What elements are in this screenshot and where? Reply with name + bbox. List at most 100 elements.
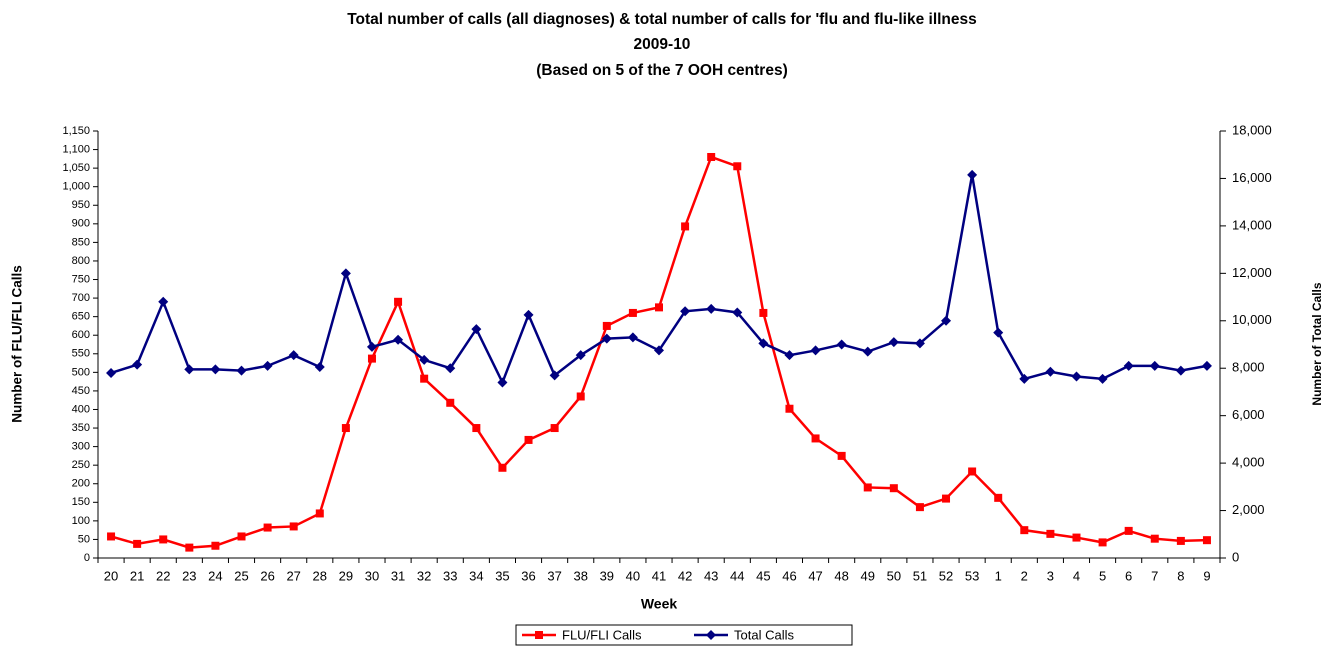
point-marker bbox=[446, 398, 455, 407]
y-tick-label: 1,150 bbox=[62, 125, 90, 137]
y2-tick-label: 18,000 bbox=[1232, 122, 1272, 137]
point-marker bbox=[133, 539, 142, 548]
x-tick-label: 27 bbox=[286, 568, 300, 583]
point-marker bbox=[340, 268, 351, 279]
y-tick-label: 300 bbox=[72, 441, 90, 453]
point-marker bbox=[784, 350, 795, 361]
point-marker bbox=[1019, 373, 1030, 384]
point-marker bbox=[237, 532, 246, 541]
y2-tick-label: 4,000 bbox=[1232, 455, 1265, 470]
point-marker bbox=[314, 362, 325, 373]
x-tick-label: 7 bbox=[1151, 568, 1158, 583]
y-tick-label: 0 bbox=[84, 552, 90, 564]
x-tick-label: 48 bbox=[834, 568, 848, 583]
point-marker bbox=[967, 169, 978, 180]
y-tick-label: 100 bbox=[72, 515, 90, 527]
point-marker bbox=[184, 364, 195, 375]
point-marker bbox=[1046, 529, 1055, 538]
point-marker bbox=[211, 541, 220, 550]
legend-marker bbox=[535, 631, 543, 639]
point-marker bbox=[159, 535, 168, 544]
y-tick-label: 350 bbox=[72, 422, 90, 434]
point-marker bbox=[420, 374, 429, 383]
x-tick-label: 41 bbox=[652, 568, 666, 583]
point-marker bbox=[263, 523, 272, 532]
y-tick-label: 50 bbox=[78, 533, 90, 545]
point-marker bbox=[1150, 534, 1159, 543]
point-marker bbox=[915, 503, 924, 512]
y2-tick-label: 6,000 bbox=[1232, 407, 1265, 422]
point-marker bbox=[1045, 366, 1056, 377]
point-marker bbox=[1072, 533, 1081, 542]
point-marker bbox=[288, 350, 299, 361]
x-tick-label: 8 bbox=[1177, 568, 1184, 583]
point-marker bbox=[863, 483, 872, 492]
x-tick-label: 44 bbox=[730, 568, 744, 583]
point-marker bbox=[498, 463, 507, 472]
point-marker bbox=[681, 222, 690, 231]
y2-tick-label: 14,000 bbox=[1232, 217, 1272, 232]
y-tick-label: 900 bbox=[72, 218, 90, 230]
point-marker bbox=[914, 338, 925, 349]
point-marker bbox=[132, 359, 143, 370]
chart-title: 2009-10 bbox=[634, 36, 691, 53]
point-marker bbox=[497, 377, 508, 388]
point-marker bbox=[158, 296, 169, 307]
point-marker bbox=[994, 493, 1003, 502]
point-marker bbox=[862, 346, 873, 357]
x-tick-label: 3 bbox=[1047, 568, 1054, 583]
point-marker bbox=[942, 494, 951, 503]
point-marker bbox=[888, 337, 899, 348]
x-tick-label: 9 bbox=[1203, 568, 1210, 583]
x-tick-label: 4 bbox=[1073, 568, 1080, 583]
point-marker bbox=[289, 522, 298, 531]
point-marker bbox=[524, 435, 533, 444]
point-marker bbox=[968, 467, 977, 476]
point-marker bbox=[1020, 526, 1029, 535]
x-tick-label: 2 bbox=[1021, 568, 1028, 583]
point-marker bbox=[393, 334, 404, 345]
point-marker bbox=[732, 307, 743, 318]
point-marker bbox=[1175, 365, 1186, 376]
point-marker bbox=[628, 308, 637, 317]
y-tick-label: 1,100 bbox=[62, 143, 90, 155]
point-marker bbox=[1123, 360, 1134, 371]
x-tick-label: 52 bbox=[939, 568, 953, 583]
x-tick-label: 31 bbox=[391, 568, 405, 583]
point-marker bbox=[733, 162, 742, 171]
point-marker bbox=[707, 152, 716, 161]
x-axis-title: Week bbox=[641, 596, 678, 612]
point-marker bbox=[836, 339, 847, 350]
x-tick-label: 53 bbox=[965, 568, 979, 583]
x-tick-label: 20 bbox=[104, 568, 118, 583]
point-marker bbox=[785, 404, 794, 413]
point-marker bbox=[210, 364, 221, 375]
y2-tick-label: 10,000 bbox=[1232, 312, 1272, 327]
legend-label: FLU/FLI Calls bbox=[562, 627, 642, 642]
point-marker bbox=[889, 484, 898, 493]
x-tick-label: 24 bbox=[208, 568, 222, 583]
x-tick-label: 40 bbox=[626, 568, 640, 583]
x-tick-label: 37 bbox=[547, 568, 561, 583]
x-tick-label: 50 bbox=[887, 568, 901, 583]
point-marker bbox=[993, 327, 1004, 338]
x-tick-label: 26 bbox=[260, 568, 274, 583]
point-marker bbox=[472, 424, 481, 433]
point-marker bbox=[1201, 360, 1212, 371]
x-tick-label: 25 bbox=[234, 568, 248, 583]
y2-tick-label: 0 bbox=[1232, 549, 1239, 564]
x-tick-label: 39 bbox=[600, 568, 614, 583]
y-tick-label: 1,000 bbox=[62, 181, 90, 193]
point-marker bbox=[655, 303, 663, 312]
point-marker bbox=[549, 370, 560, 381]
x-tick-label: 51 bbox=[913, 568, 927, 583]
point-marker bbox=[654, 345, 664, 356]
point-marker bbox=[1202, 536, 1211, 545]
point-marker bbox=[419, 354, 430, 365]
y-tick-label: 800 bbox=[72, 255, 90, 267]
point-marker bbox=[445, 363, 456, 374]
x-tick-label: 49 bbox=[861, 568, 875, 583]
y-tick-label: 650 bbox=[72, 311, 90, 323]
point-marker bbox=[523, 309, 534, 320]
